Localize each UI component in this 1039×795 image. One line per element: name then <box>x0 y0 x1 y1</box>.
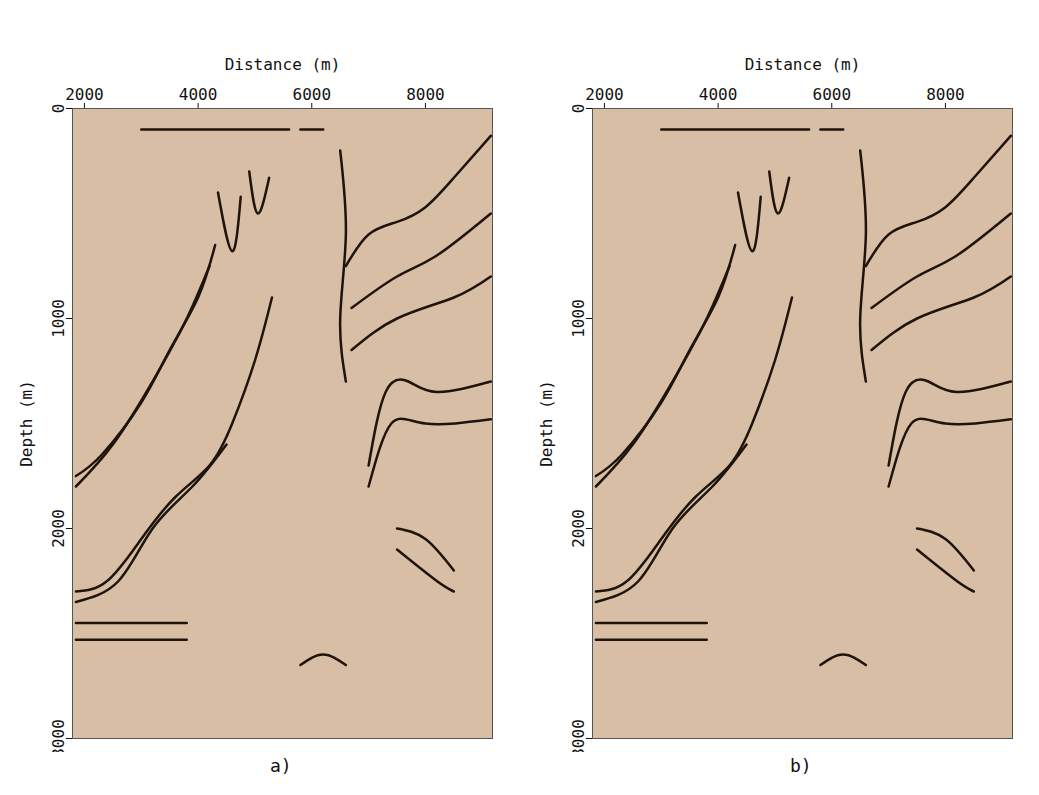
svg-text:2000: 2000 <box>65 85 104 104</box>
svg-text:2000: 2000 <box>49 509 68 548</box>
svg-text:8000: 8000 <box>926 85 965 104</box>
svg-text:4000: 4000 <box>699 85 738 104</box>
svg-text:0: 0 <box>49 104 68 114</box>
svg-text:1000: 1000 <box>49 299 68 338</box>
html-text:b): b) <box>790 755 812 776</box>
svg-text:Depth (m): Depth (m) <box>17 380 36 467</box>
svg-text:3000: 3000 <box>49 719 68 752</box>
svg-text:6000: 6000 <box>293 85 332 104</box>
svg-text:Distance (m): Distance (m) <box>225 55 341 74</box>
svg-text:3000: 3000 <box>569 719 588 752</box>
html-text:a): a) <box>270 755 292 776</box>
svg-text:0: 0 <box>569 104 588 114</box>
svg-text:2000: 2000 <box>569 509 588 548</box>
svg-text:6000: 6000 <box>813 85 852 104</box>
svg-text:Distance (m): Distance (m) <box>745 55 861 74</box>
svg-text:Depth (m): Depth (m) <box>537 380 556 467</box>
svg-text:2000: 2000 <box>585 85 624 104</box>
svg-text:8000: 8000 <box>406 85 445 104</box>
svg-text:1000: 1000 <box>569 299 588 338</box>
svg-text:4000: 4000 <box>179 85 218 104</box>
